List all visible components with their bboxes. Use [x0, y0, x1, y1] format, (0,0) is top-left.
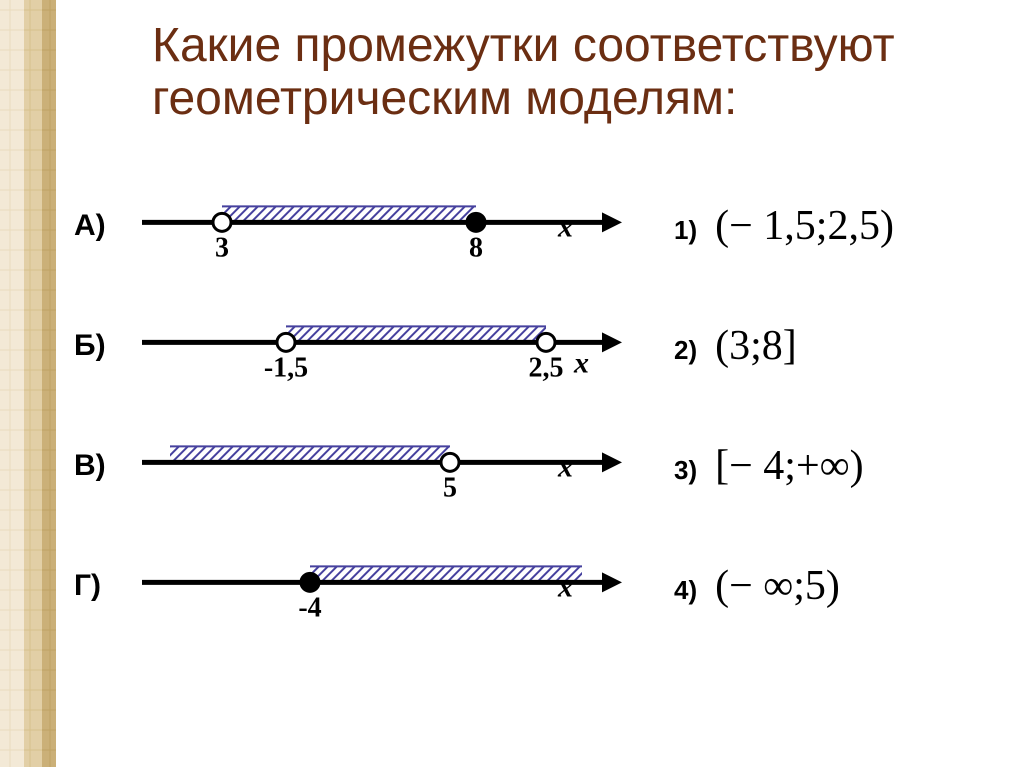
- answer-option: 4) (− ∞;5): [674, 562, 840, 610]
- model-row: А) 3 8 x 1) (− 1,5;2,5): [74, 180, 1000, 272]
- row-label: В): [74, 449, 126, 483]
- slide-title: Какие промежутки соответствуют геометрич…: [152, 20, 984, 126]
- axis-variable-label: x: [557, 210, 573, 243]
- answer-option: 2) (3;8]: [674, 322, 797, 370]
- endpoint-closed: [467, 213, 485, 231]
- answer-index: 3): [674, 455, 697, 486]
- endpoint-open: [277, 333, 295, 351]
- axis-arrowhead: [602, 332, 622, 352]
- answer-expression: (3;8]: [715, 322, 797, 370]
- number-line: 3 8 x: [126, 180, 626, 272]
- tick-label: 3: [215, 232, 229, 263]
- endpoint-closed: [301, 573, 319, 591]
- tick-label: 2,5: [529, 352, 564, 383]
- answer-option: 1) (− 1,5;2,5): [674, 202, 894, 250]
- tick-label: 8: [469, 232, 483, 263]
- answer-index: 2): [674, 335, 697, 366]
- axis-arrowhead: [602, 212, 622, 232]
- number-line: -4 x: [126, 540, 626, 632]
- endpoint-open: [213, 213, 231, 231]
- answer-index: 1): [674, 215, 697, 246]
- tick-label: -4: [298, 592, 321, 623]
- slide: Какие промежутки соответствуют геометрич…: [0, 0, 1024, 767]
- slide-border-strip: [0, 0, 56, 767]
- answer-expression: [− 4;+∞): [715, 442, 863, 490]
- axis-arrowhead: [602, 572, 622, 592]
- answer-index: 4): [674, 575, 697, 606]
- number-line: 5 x: [126, 420, 626, 512]
- tick-label: -1,5: [264, 352, 308, 383]
- axis-variable-label: x: [557, 570, 573, 603]
- model-row: В) 5 x 3) [− 4;+∞): [74, 420, 1000, 512]
- row-label: Г): [74, 569, 126, 603]
- content-area: А) 3 8 x 1) (− 1,5;2,5) Б): [74, 180, 1000, 743]
- axis-variable-label: x: [557, 450, 573, 483]
- answer-expression: (− ∞;5): [715, 562, 840, 610]
- row-label: Б): [74, 329, 126, 363]
- tick-label: 5: [443, 472, 457, 503]
- model-row: Б) -1,5 2,5 x 2) (3;8]: [74, 300, 1000, 392]
- axis-arrowhead: [602, 452, 622, 472]
- model-row: Г) -4 x 4) (− ∞;5): [74, 540, 1000, 632]
- number-line: -1,5 2,5 x: [126, 300, 626, 392]
- axis-variable-label: x: [573, 346, 589, 379]
- endpoint-open: [441, 453, 459, 471]
- endpoint-open: [537, 333, 555, 351]
- row-label: А): [74, 209, 126, 243]
- answer-expression: (− 1,5;2,5): [715, 202, 894, 250]
- answer-option: 3) [− 4;+∞): [674, 442, 864, 490]
